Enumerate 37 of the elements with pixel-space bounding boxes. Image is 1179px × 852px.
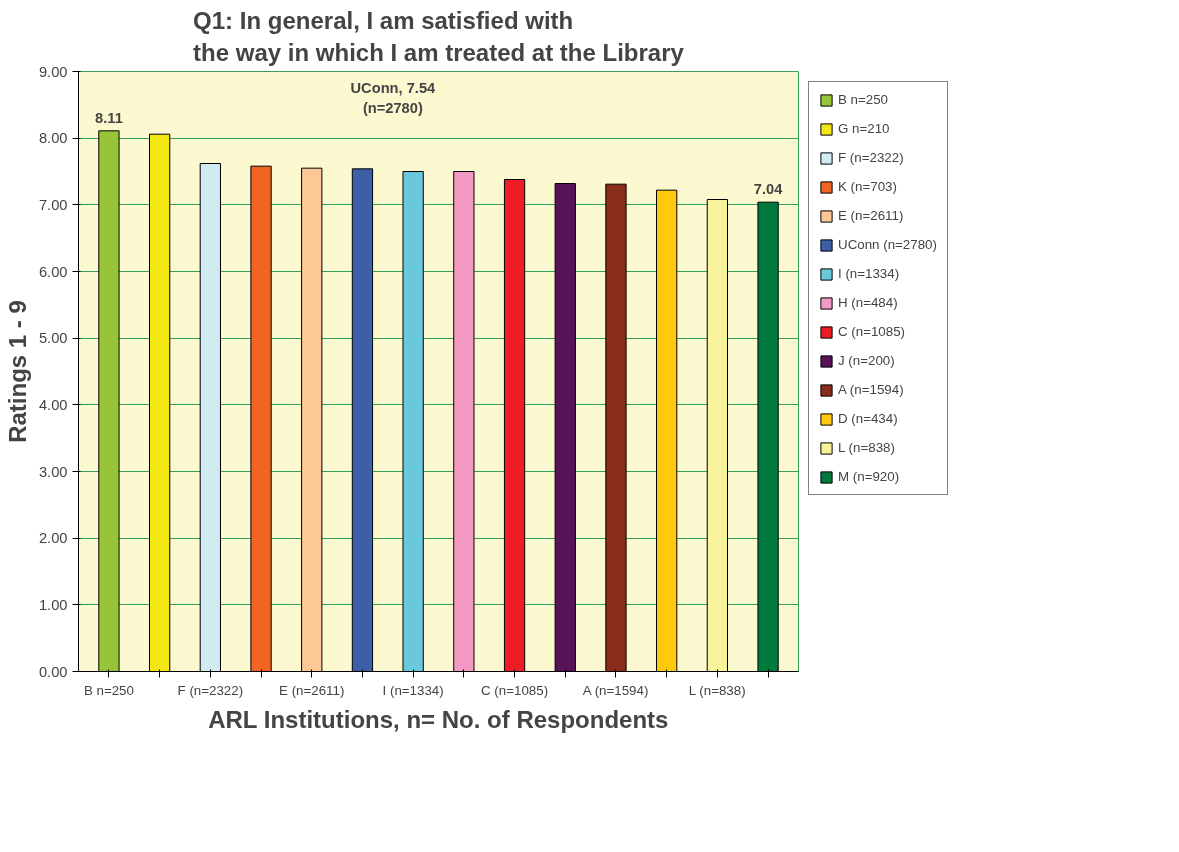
x-axis-title: ARL Institutions, n= No. of Respondents (208, 705, 669, 733)
legend-label: J (n=200) (838, 353, 895, 368)
x-tick-label: B n=250 (83, 682, 134, 698)
y-tick-label: 8.00 (38, 130, 68, 147)
x-tick-label: E (n=2611) (279, 682, 345, 698)
y-tick-label: 5.00 (38, 330, 68, 347)
legend-label: C (n=1085) (838, 324, 906, 339)
y-tick-label: 4.00 (38, 396, 68, 413)
legend-label: I (n=1334) (838, 266, 900, 281)
x-tick-label: L (n=838) (688, 682, 746, 698)
x-tick-label: F (n=2322) (177, 682, 244, 698)
x-tick-label: A (n=1594) (582, 682, 649, 698)
y-axis-title: Ratings 1 - 9 (3, 300, 31, 443)
legend-label: M (n=920) (838, 469, 900, 484)
y-tick-label: 7.00 (38, 196, 68, 213)
y-tick-label: 2.00 (38, 530, 68, 547)
annotation: UConn, 7.54 (n=2780) (350, 79, 437, 117)
x-tick-label: C (n=1085) (481, 682, 549, 698)
chart-title: Q1: In general, I am satisfied with the way in which I am treated at the Library (193, 7, 685, 67)
legend-label: E (n=2611) (838, 208, 904, 223)
y-tick-label: 9.00 (38, 63, 68, 80)
y-tick-label: 0.00 (38, 663, 68, 680)
x-tick-label: I (n=1334) (382, 682, 444, 698)
legend-label: F (n=2322) (838, 150, 904, 165)
legend-label: D (n=434) (838, 411, 898, 426)
legend-label: B n=250 (838, 92, 889, 107)
data-label: 8.11 (95, 109, 123, 126)
y-tick-label: 6.00 (38, 263, 68, 280)
legend-label: H (n=484) (838, 295, 898, 310)
legend-label: G n=210 (838, 121, 890, 136)
legend-label: K (n=703) (838, 179, 897, 194)
legend-label: L (n=838) (838, 440, 895, 455)
legend-label: A (n=1594) (838, 382, 904, 397)
y-tick-label: 3.00 (38, 463, 68, 480)
y-tick-label: 1.00 (38, 596, 68, 613)
legend-label: UConn (n=2780) (838, 237, 937, 252)
data-label: 7.04 (753, 181, 784, 198)
